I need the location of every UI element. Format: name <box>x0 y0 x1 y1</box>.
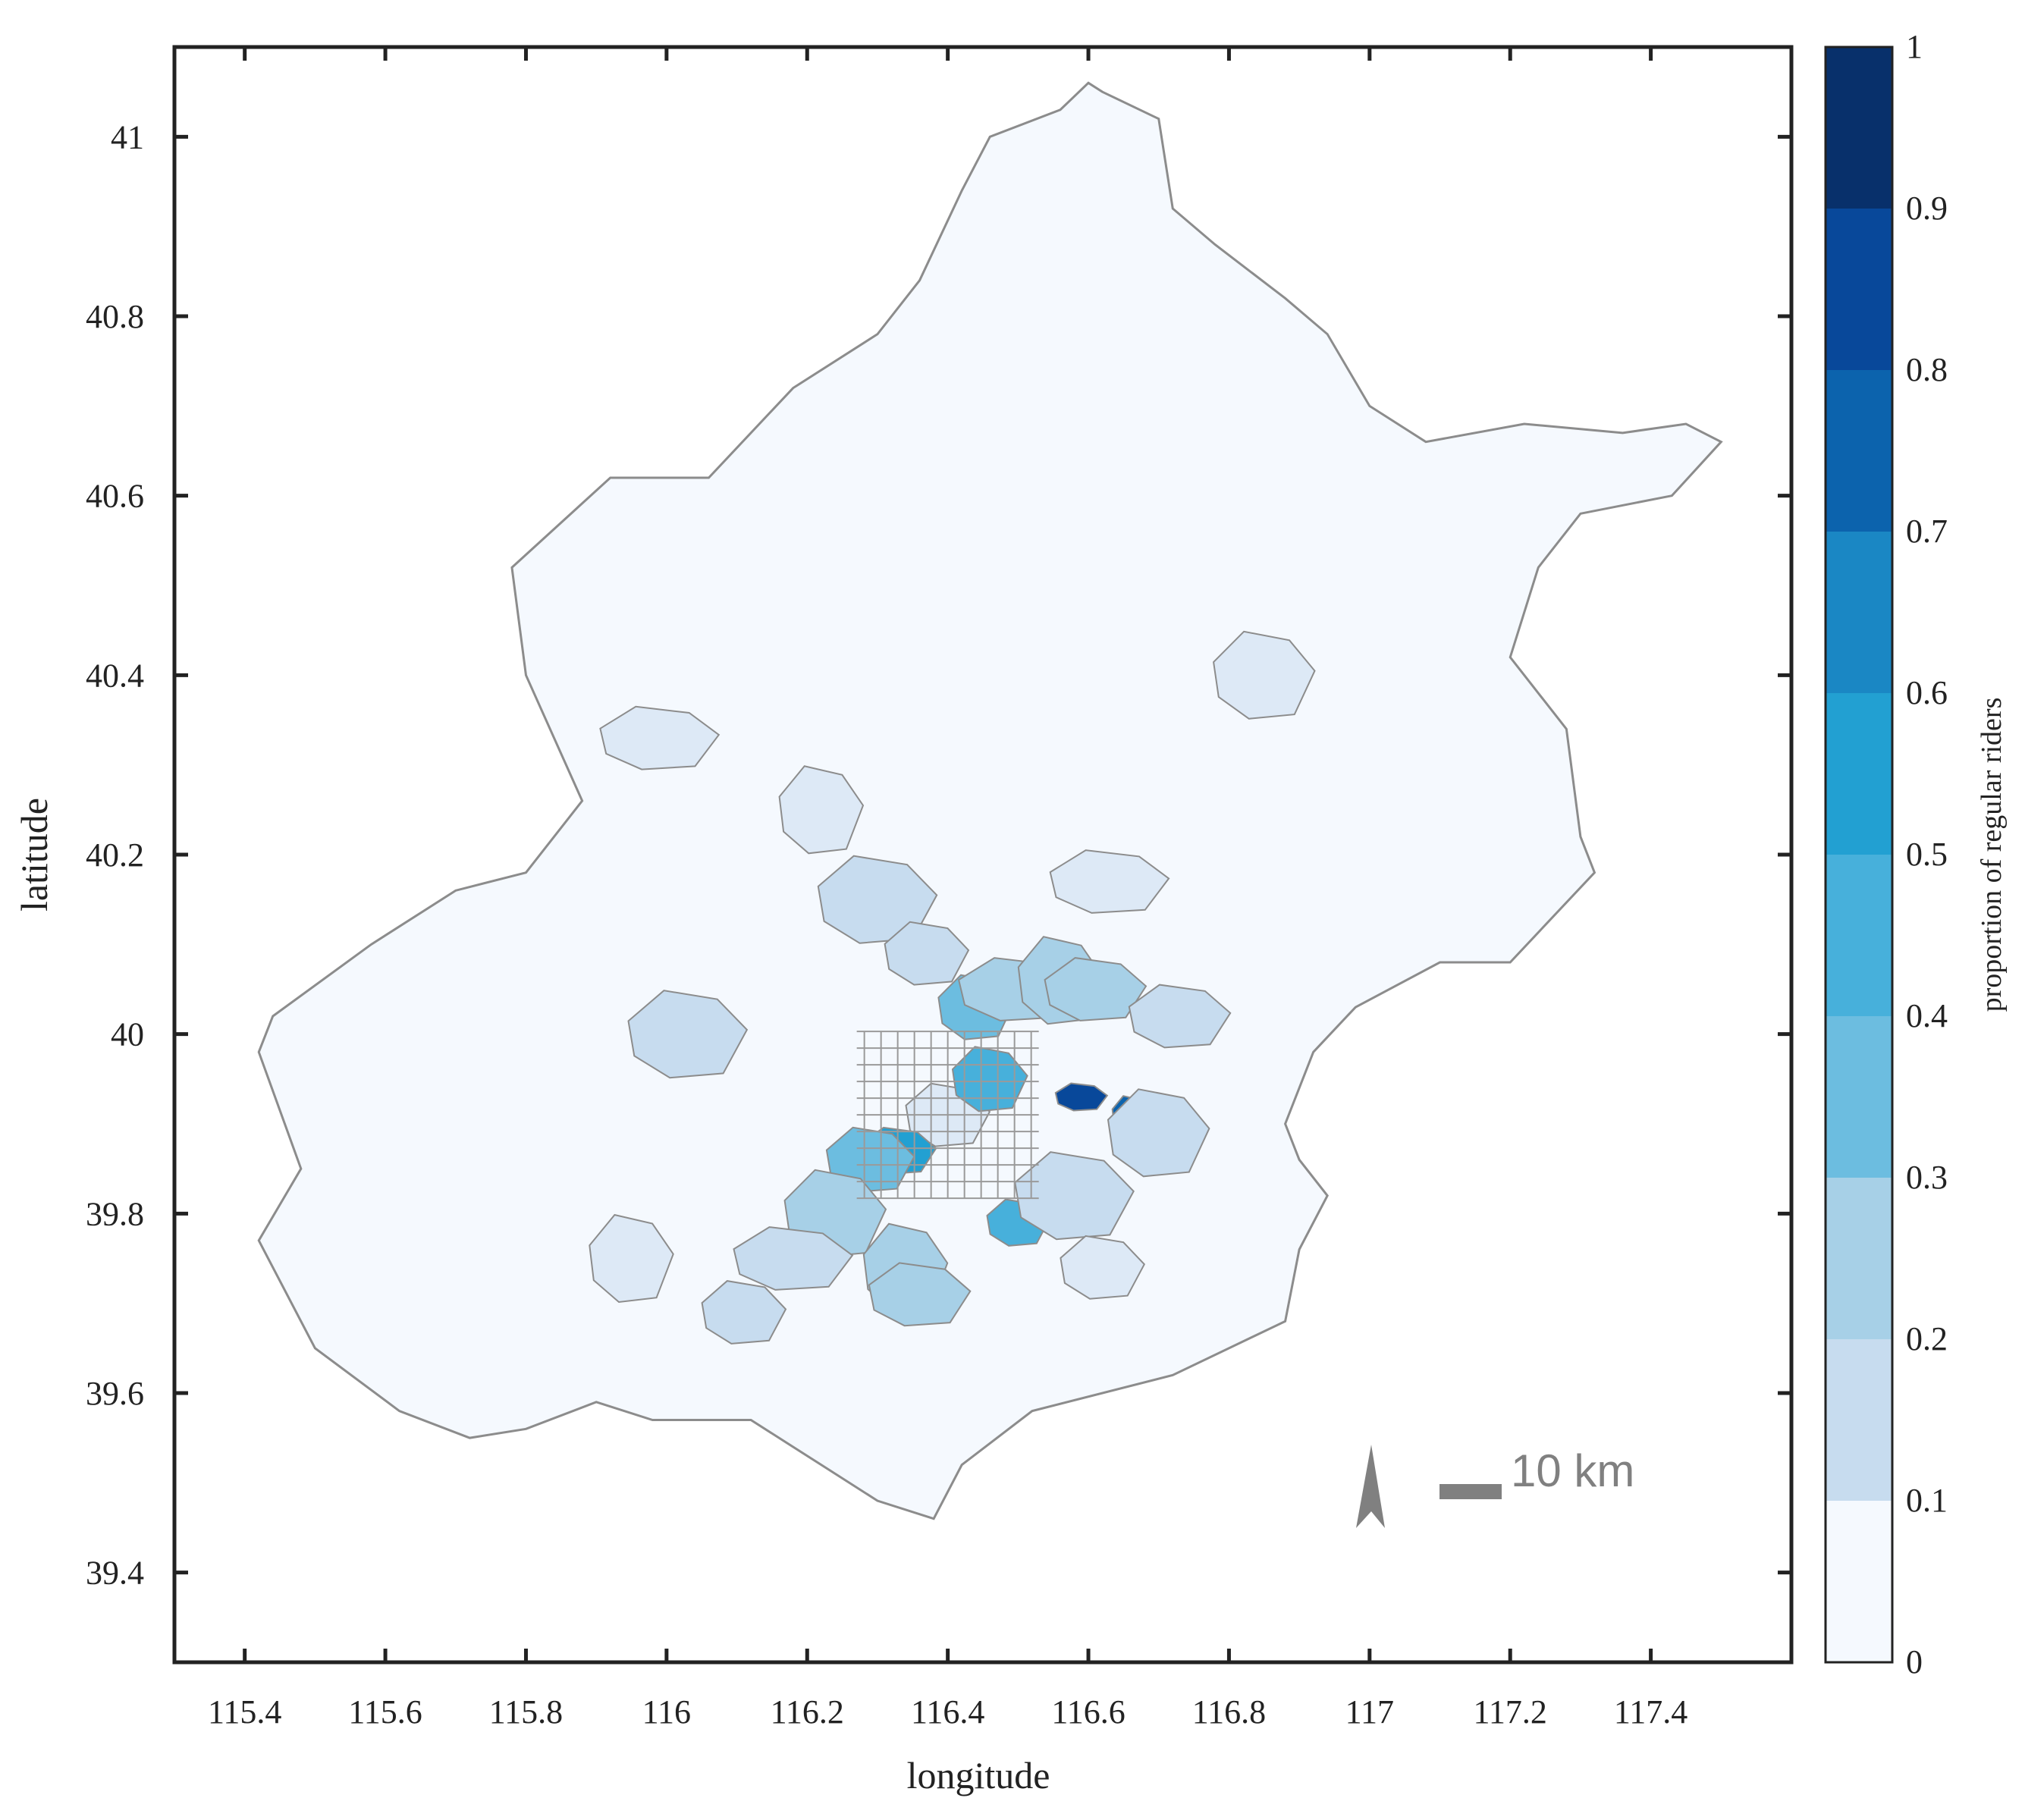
colorbar-band <box>1826 1501 1892 1662</box>
scale-bar: 10 km <box>1439 1445 1634 1499</box>
colorbar-tick-label: 0.4 <box>1906 997 1948 1034</box>
x-tick-label: 117.2 <box>1474 1693 1547 1731</box>
x-tick-label: 117 <box>1345 1693 1394 1731</box>
y-tick-label: 40 <box>111 1016 144 1053</box>
scale-bar-label: 10 km <box>1511 1445 1634 1496</box>
district-patch <box>1014 1151 1135 1241</box>
y-tick-label: 40.2 <box>86 836 144 874</box>
colorbar-frame <box>1824 46 1894 1664</box>
district-patch <box>778 765 865 855</box>
district-patch <box>1213 630 1316 720</box>
x-tick-label: 116.8 <box>1192 1693 1266 1731</box>
map-layer <box>257 81 1723 1520</box>
colorbar-band <box>1826 1178 1892 1339</box>
y-axis-title: latitude <box>13 798 55 912</box>
y-tick-label: 39.8 <box>86 1195 144 1232</box>
x-axis: 115.4 115.6 115.8 116 116.2 116.4 116.6 116.8 11… <box>208 47 1688 1731</box>
x-tick-label: 117.4 <box>1614 1693 1688 1731</box>
colorbar-band <box>1826 1339 1892 1501</box>
colorbar-tick-label: 0.8 <box>1906 351 1948 388</box>
x-tick-label: 115.4 <box>208 1693 281 1731</box>
y-tick-label: 40.6 <box>86 478 144 515</box>
colorbar-band <box>1826 370 1892 532</box>
y-tick-label: 40.8 <box>86 298 144 335</box>
y-axis: 39.4 39.6 39.8 40 40.2 40.4 40.6 40.8 41 <box>86 118 1791 1592</box>
x-axis-title: longitude <box>907 1754 1050 1796</box>
x-tick-label: 116.2 <box>771 1693 844 1731</box>
colorbar-band <box>1826 1016 1892 1178</box>
district-patch <box>1049 849 1170 914</box>
district-patch <box>627 990 749 1079</box>
colorbar-title: proportion of regular riders <box>1976 698 2008 1012</box>
colorbar-band <box>1826 532 1892 693</box>
x-tick-label: 116 <box>642 1693 691 1731</box>
north-arrow-icon <box>1356 1445 1385 1528</box>
colorbar-tick-label: 1 <box>1906 28 1923 65</box>
colorbar-tick-label: 0.7 <box>1906 513 1948 550</box>
colorbar-tick-label: 0.1 <box>1906 1482 1948 1519</box>
colorbar-band <box>1826 209 1892 370</box>
district-patch <box>599 705 721 770</box>
colorbar-tick-label: 0.9 <box>1906 190 1948 227</box>
district-patch <box>868 1262 972 1327</box>
district-patch <box>884 921 970 986</box>
district-patch <box>1060 1235 1146 1300</box>
region-boundary <box>257 81 1723 1520</box>
district-patch <box>1107 1088 1210 1178</box>
colorbar-tick-label: 0.2 <box>1906 1320 1948 1357</box>
district-patch <box>817 855 938 944</box>
colorbar-tick-label: 0 <box>1906 1643 1923 1680</box>
district-patch <box>589 1213 674 1304</box>
district-patch <box>701 1280 787 1345</box>
x-tick-label: 116.6 <box>1051 1693 1125 1731</box>
colorbar: 0 0.1 0.2 0.3 0.4 0.5 0.6 0.7 0.8 0.9 1 <box>1824 28 1948 1680</box>
district-patch <box>1054 1082 1109 1112</box>
colorbar-band <box>1826 855 1892 1016</box>
y-tick-label: 39.6 <box>86 1375 144 1412</box>
x-tick-label: 116.4 <box>911 1693 984 1731</box>
y-tick-label: 41 <box>111 118 144 155</box>
scale-bar-rect <box>1439 1484 1502 1499</box>
x-tick-label: 115.8 <box>489 1693 563 1731</box>
colorbar-tick-label: 0.5 <box>1906 836 1948 873</box>
colorbar-band <box>1826 693 1892 855</box>
colorbar-tick-label: 0.6 <box>1906 674 1948 711</box>
y-tick-label: 39.4 <box>86 1555 144 1592</box>
colorbar-band <box>1826 47 1892 209</box>
district-patch <box>733 1226 854 1291</box>
y-tick-label: 40.4 <box>86 657 144 694</box>
district-patch <box>1128 984 1232 1049</box>
urban-core-grid <box>856 1031 1039 1200</box>
colorbar-tick-label: 0.3 <box>1906 1159 1948 1196</box>
x-tick-label: 115.6 <box>348 1693 422 1731</box>
